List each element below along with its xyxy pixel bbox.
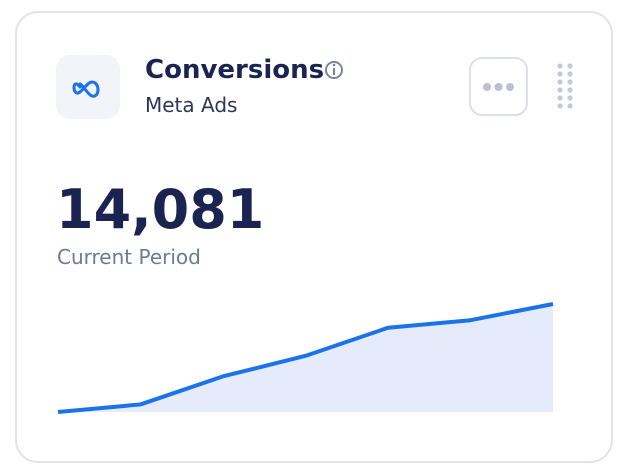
platform-icon-box (56, 55, 120, 119)
drag-dot (567, 79, 573, 85)
meta-logo (72, 80, 100, 98)
drag-handle[interactable] (557, 63, 573, 109)
drag-dot (557, 103, 563, 109)
drag-dot (567, 87, 573, 93)
drag-dot (557, 95, 563, 101)
widget-subtitle: Meta Ads (145, 93, 237, 117)
widget-title: Conversions (145, 55, 324, 85)
more-button[interactable] (469, 57, 528, 116)
drag-dot (567, 71, 573, 77)
sparkline-area (58, 304, 553, 412)
drag-dot (557, 63, 563, 69)
drag-dot (557, 87, 563, 93)
info-icon[interactable] (325, 61, 343, 79)
metric-value: 14,081 (56, 178, 264, 241)
drag-dot (557, 79, 563, 85)
sparkline-line (57, 302, 554, 414)
drag-dot (567, 103, 573, 109)
drag-dot (567, 63, 573, 69)
metric-caption: Current Period (57, 245, 201, 269)
drag-dot (567, 95, 573, 101)
sparkline (57, 302, 554, 414)
drag-dot (557, 71, 563, 77)
